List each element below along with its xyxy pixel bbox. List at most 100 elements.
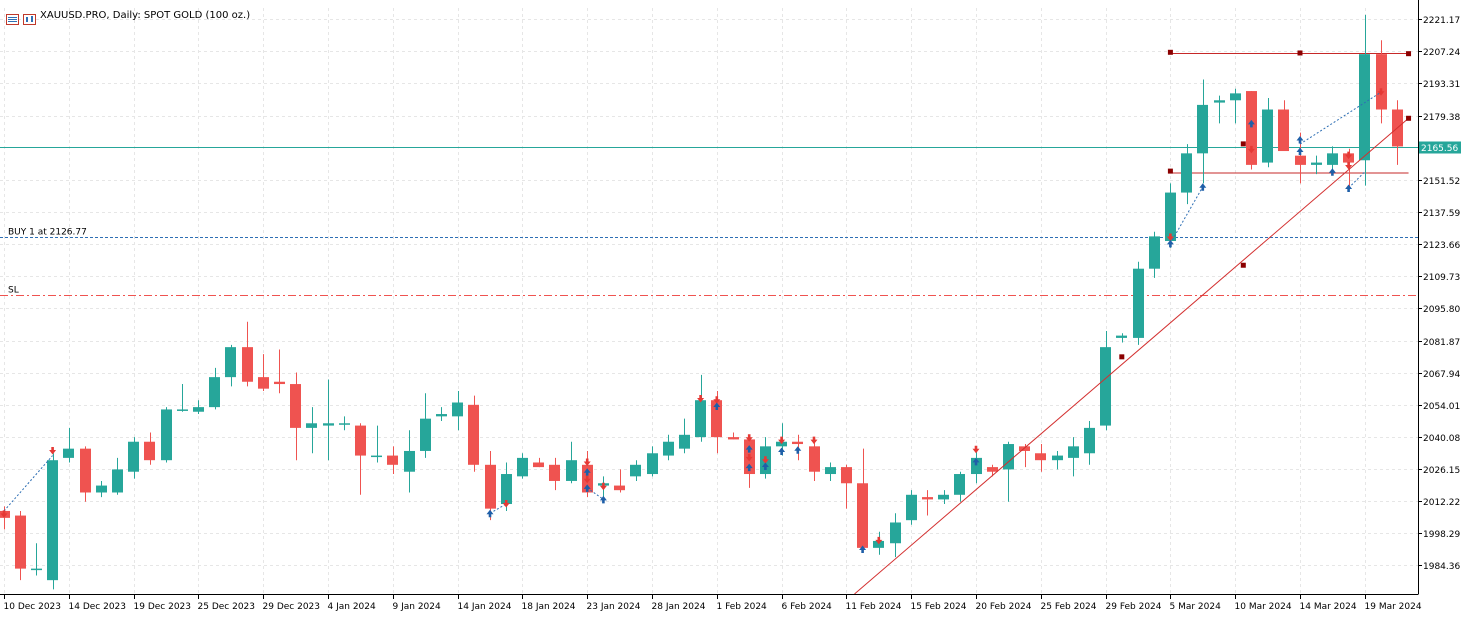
anchor-point — [1297, 50, 1303, 56]
candle-body — [47, 460, 58, 581]
buy-arrow — [859, 545, 867, 554]
candle-body — [404, 450, 415, 472]
sell-arrow — [1377, 88, 1385, 96]
candle-body — [1133, 268, 1144, 338]
stop-loss-label: SL — [8, 286, 19, 296]
x-tick-label: 25 Dec 2023 — [198, 602, 256, 612]
x-tick-label: 6 Feb 2024 — [782, 602, 833, 612]
candle-body — [161, 409, 172, 461]
x-tick-label: 14 Jan 2024 — [458, 602, 512, 612]
candle-body — [776, 441, 787, 447]
candle-body — [1084, 427, 1095, 454]
buy-arrow — [745, 445, 753, 453]
candle-body — [873, 540, 884, 548]
trade-link — [1299, 91, 1382, 145]
trade-link — [1169, 186, 1204, 244]
chart-type-icon[interactable] — [23, 10, 36, 25]
sell-arrow — [778, 436, 786, 445]
y-tick-label: 2081.87 — [1423, 338, 1460, 348]
buy-arrow — [1296, 136, 1304, 144]
candle-body — [630, 464, 641, 477]
candle-body — [1116, 335, 1127, 338]
candle-body — [1214, 100, 1225, 103]
y-tick-label: 2067.94 — [1423, 370, 1460, 380]
y-tick-label: 2026.15 — [1423, 466, 1460, 476]
x-tick-label: 1 Feb 2024 — [717, 602, 768, 612]
buy-arrow — [583, 484, 591, 492]
sell-arrow — [599, 482, 607, 491]
candle-body — [890, 522, 901, 544]
candle-body — [954, 474, 965, 495]
candle-body — [841, 467, 852, 484]
x-tick-label: 28 Jan 2024 — [652, 602, 706, 612]
candle-body — [323, 423, 334, 426]
sell-arrow — [713, 396, 721, 404]
x-tick-label: 11 Feb 2024 — [846, 602, 902, 612]
candle-body — [1311, 162, 1322, 165]
trade-link — [586, 487, 604, 500]
buy-order-label: BUY 1 at 2126.77 — [8, 228, 87, 238]
x-tick-label: 25 Feb 2024 — [1041, 602, 1097, 612]
candle-body — [1359, 54, 1370, 161]
candle-body — [1376, 54, 1387, 110]
sell-arrow — [1345, 162, 1353, 170]
candle-body — [306, 423, 317, 428]
candle-body — [1100, 347, 1111, 426]
candle-body — [906, 494, 917, 521]
trendline — [854, 117, 1409, 595]
sell-arrow — [697, 395, 705, 403]
sell-arrow — [1247, 145, 1255, 154]
candle-body — [1230, 93, 1241, 101]
candle-body — [420, 418, 431, 451]
x-tick-label: 15 Feb 2024 — [911, 602, 967, 612]
candle-body — [1295, 155, 1306, 165]
candle-body — [987, 467, 998, 472]
candle-body — [274, 381, 285, 385]
candle-body — [436, 414, 447, 417]
buy-arrow — [713, 402, 721, 410]
candle-body — [922, 497, 933, 500]
chart-title: XAUUSD.PRO, Daily: SPOT GOLD (100 oz.) — [40, 9, 251, 21]
candle-body — [355, 425, 366, 456]
buy-arrow — [599, 495, 607, 504]
x-tick-label: 29 Feb 2024 — [1106, 602, 1162, 612]
x-tick-label: 23 Jan 2024 — [587, 602, 641, 612]
candle-body — [112, 469, 123, 493]
sell-arrow — [1345, 151, 1353, 160]
candle-body — [971, 457, 982, 475]
buy-arrow — [1345, 184, 1353, 192]
candle-body — [566, 460, 577, 481]
anchor-point — [1119, 354, 1125, 360]
buy-arrow — [778, 447, 786, 455]
chart-window-icon[interactable] — [6, 10, 19, 25]
candle-body — [209, 377, 220, 408]
candle-body — [792, 441, 803, 445]
y-tick-label: 2151.52 — [1423, 177, 1460, 187]
candle-body — [258, 377, 269, 389]
candle-body — [225, 347, 236, 378]
candle-body — [695, 400, 706, 438]
x-tick-label: 5 Mar 2024 — [1170, 602, 1222, 612]
y-tick-label: 2137.59 — [1423, 209, 1460, 219]
sell-arrow — [810, 436, 818, 445]
candle-body — [663, 441, 674, 456]
candle-body — [711, 400, 722, 438]
sell-arrow — [745, 453, 753, 462]
x-tick-label: 19 Mar 2024 — [1365, 602, 1422, 612]
x-tick-label: 4 Jan 2024 — [328, 602, 376, 612]
x-tick-label: 9 Jan 2024 — [393, 602, 441, 612]
candle-body — [825, 467, 836, 475]
candle-body — [809, 446, 820, 472]
candle-body — [938, 494, 949, 500]
y-tick-label: 2123.66 — [1423, 241, 1460, 251]
buy-arrow — [1199, 183, 1207, 191]
candle-body — [728, 437, 739, 440]
buy-arrow — [583, 468, 591, 476]
y-tick-label: 2207.24 — [1423, 48, 1460, 58]
buy-arrow — [1296, 147, 1304, 156]
buy-arrow — [761, 462, 769, 470]
anchor-point — [1406, 115, 1412, 121]
candle-body — [96, 485, 107, 493]
